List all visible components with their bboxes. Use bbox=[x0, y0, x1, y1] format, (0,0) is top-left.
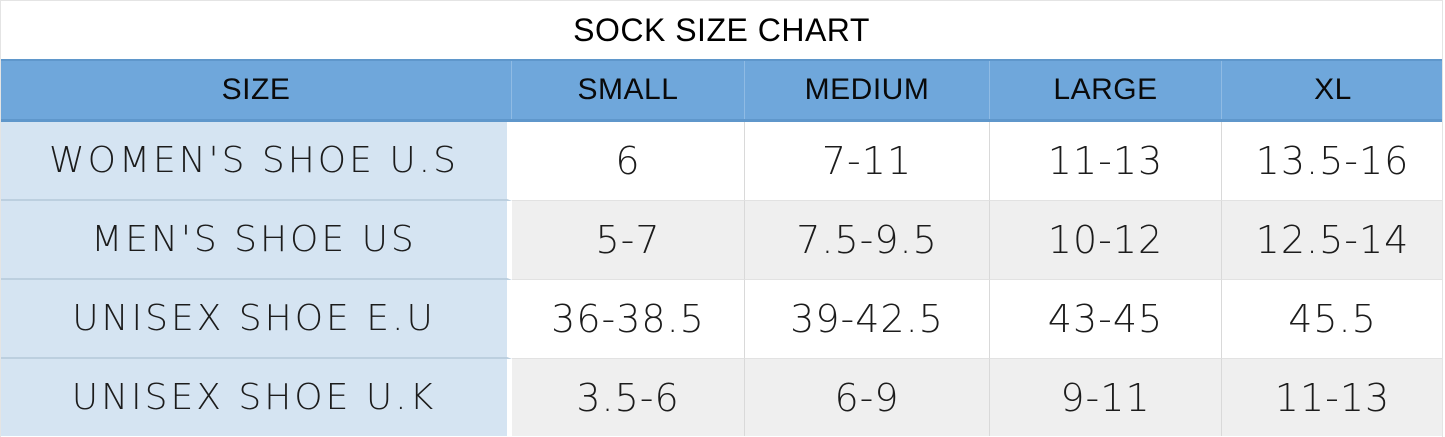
table-row: WOMEN'S SHOE U.S 6 7-11 11-13 13.5-16 bbox=[1, 122, 1442, 201]
column-header-xl: XL bbox=[1222, 61, 1442, 119]
table-cell: 7.5-9.5 bbox=[745, 201, 990, 280]
table-cell: 11-13 bbox=[990, 122, 1222, 201]
column-header-small: SMALL bbox=[512, 61, 745, 119]
table-cell: 6 bbox=[512, 122, 745, 201]
table-cell: 3.5-6 bbox=[512, 359, 745, 436]
table-cell: 43-45 bbox=[990, 280, 1222, 359]
table-cell: 5-7 bbox=[512, 201, 745, 280]
table-cell: 36-38.5 bbox=[512, 280, 745, 359]
table-cell: 39-42.5 bbox=[745, 280, 990, 359]
table-header-row: SIZE SMALL MEDIUM LARGE XL bbox=[1, 59, 1442, 122]
table-cell: 9-11 bbox=[990, 359, 1222, 436]
table-cell: 13.5-16 bbox=[1222, 122, 1442, 201]
table-row: MEN'S SHOE US 5-7 7.5-9.5 10-12 12.5-14 bbox=[1, 201, 1442, 280]
table-cell: 7-11 bbox=[745, 122, 990, 201]
row-label: UNISEX SHOE E.U bbox=[1, 280, 512, 359]
table-cell: 6-9 bbox=[745, 359, 990, 436]
chart-title-row: SOCK SIZE CHART bbox=[1, 1, 1442, 59]
table-cell: 10-12 bbox=[990, 201, 1222, 280]
table-cell: 45.5 bbox=[1222, 280, 1442, 359]
table-cell: 12.5-14 bbox=[1222, 201, 1442, 280]
chart-title: SOCK SIZE CHART bbox=[573, 11, 870, 48]
table-row: UNISEX SHOE E.U 36-38.5 39-42.5 43-45 45… bbox=[1, 280, 1442, 359]
column-header-size: SIZE bbox=[1, 61, 512, 119]
table-row: UNISEX SHOE U.K 3.5-6 6-9 9-11 11-13 bbox=[1, 359, 1442, 436]
column-header-medium: MEDIUM bbox=[745, 61, 990, 119]
table-cell: 11-13 bbox=[1222, 359, 1442, 436]
row-label: UNISEX SHOE U.K bbox=[1, 359, 512, 436]
column-header-large: LARGE bbox=[990, 61, 1222, 119]
row-label: MEN'S SHOE US bbox=[1, 201, 512, 280]
row-label: WOMEN'S SHOE U.S bbox=[1, 122, 512, 201]
